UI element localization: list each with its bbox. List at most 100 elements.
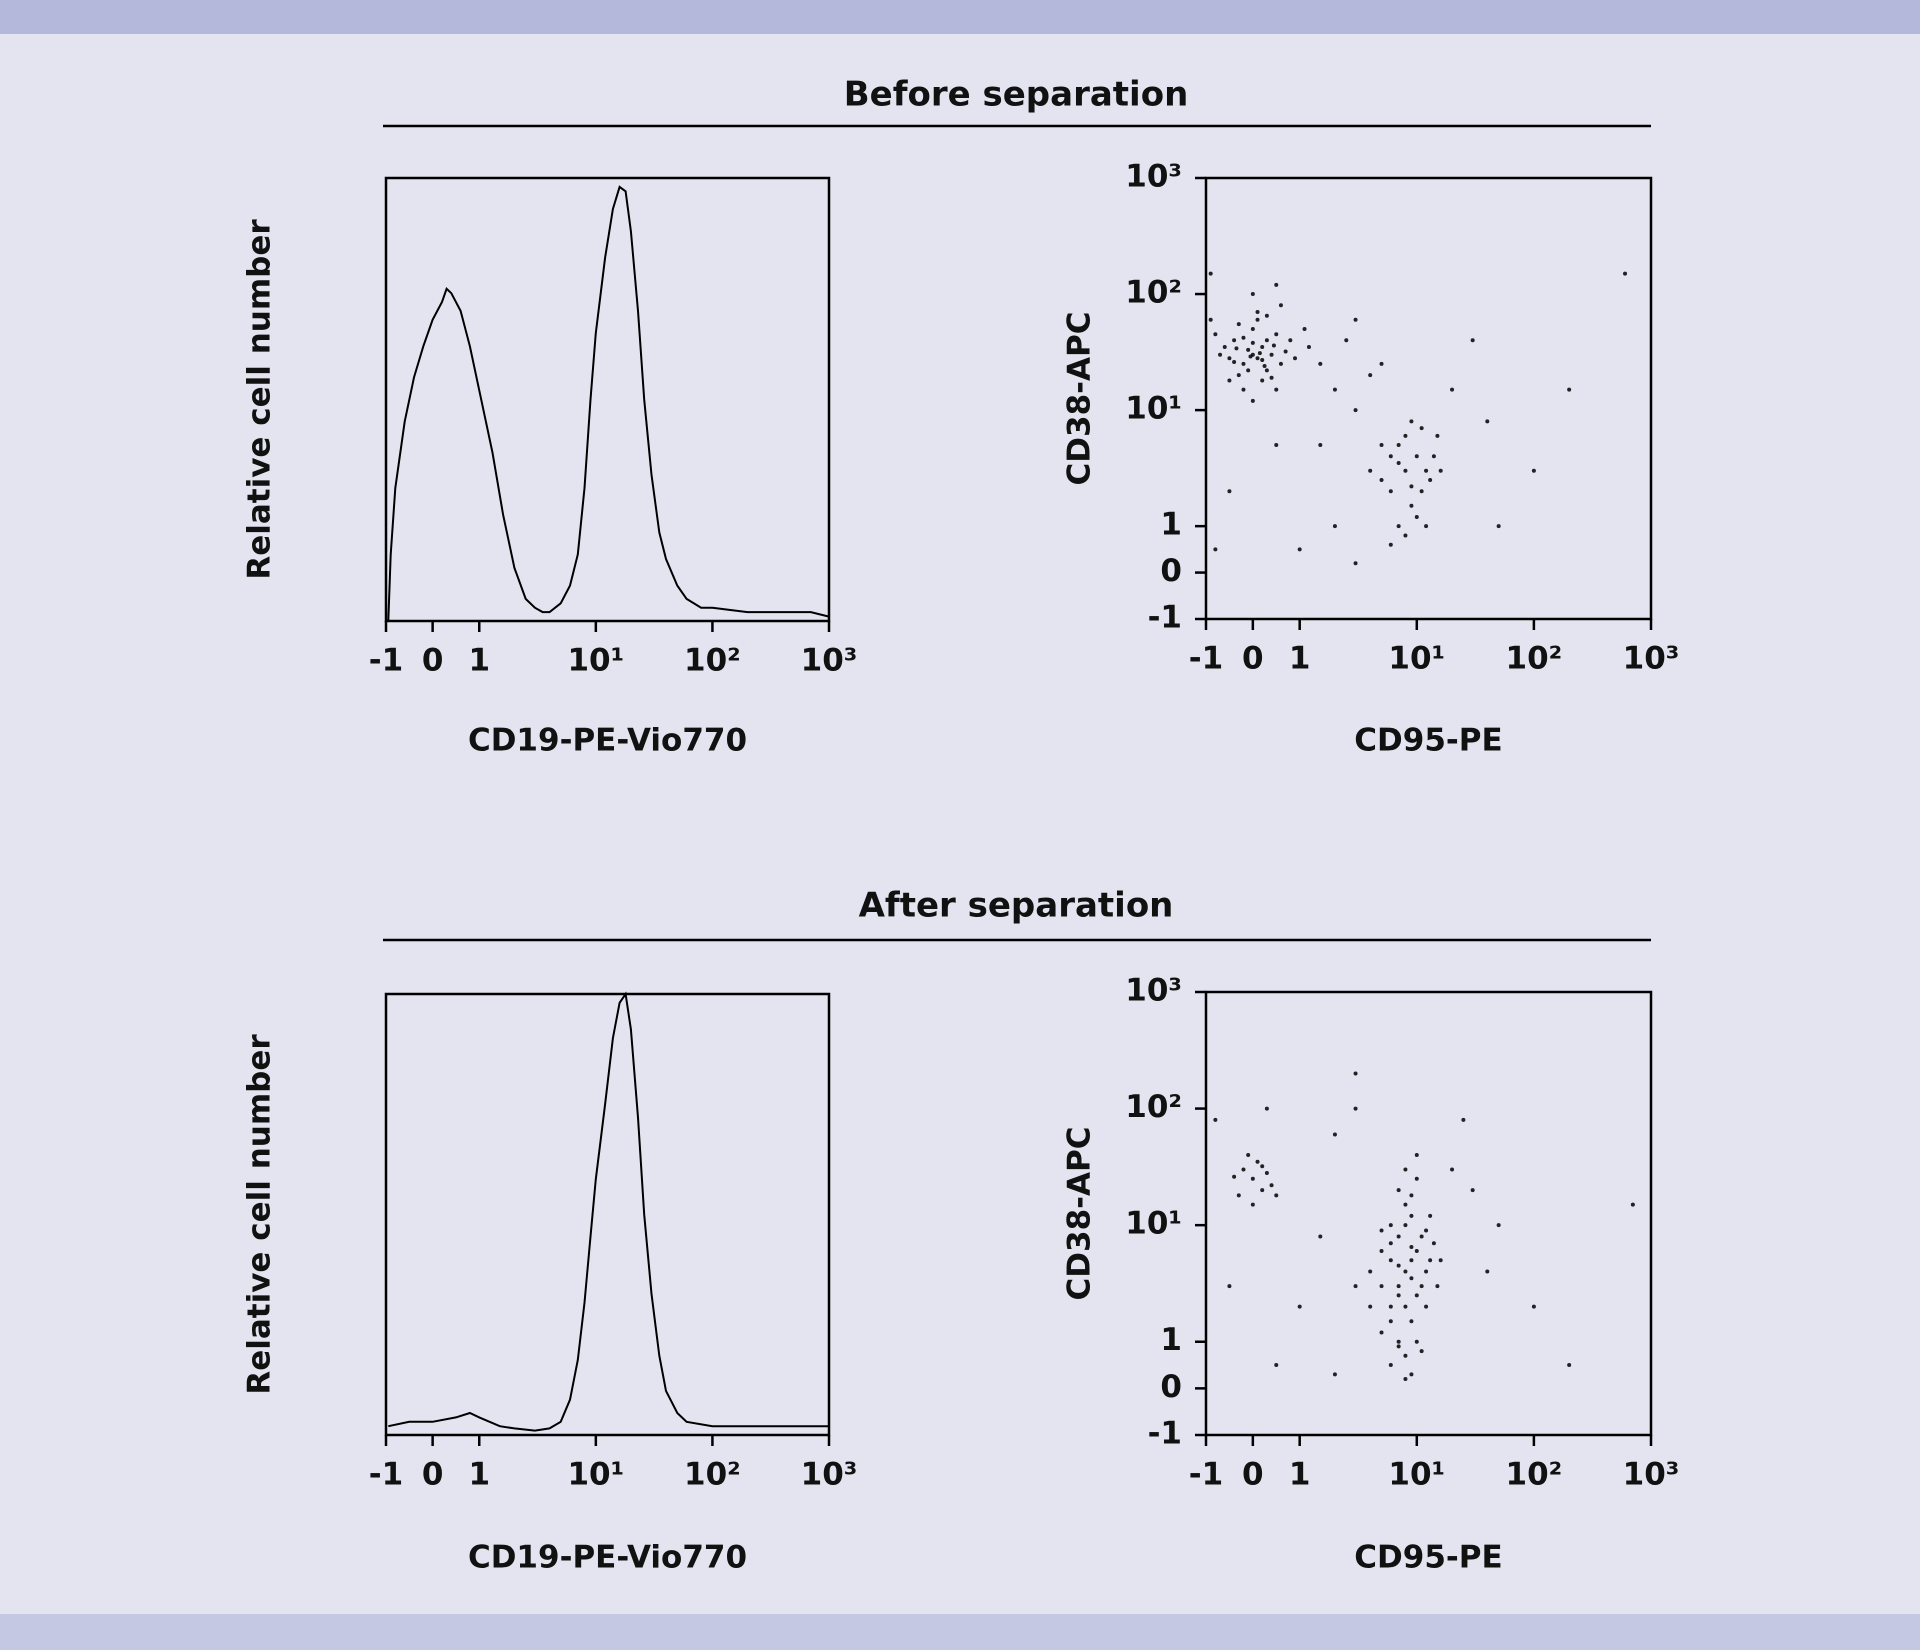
dot (1496, 1223, 1501, 1228)
dot (1424, 1228, 1429, 1233)
dot (1396, 1339, 1401, 1344)
y-tick-label: 0 (1160, 553, 1182, 589)
dot (1232, 359, 1237, 364)
dot (1255, 1159, 1260, 1164)
dot (1409, 484, 1414, 489)
y-tick-label: 1 (1160, 1322, 1182, 1358)
dot (1213, 547, 1218, 552)
dot (1264, 338, 1269, 343)
plot-frame (1204, 990, 1653, 1437)
dot (1403, 433, 1408, 438)
dot (1396, 443, 1401, 448)
y-tick-label: 10³ (1125, 973, 1182, 1009)
dot (1379, 477, 1384, 482)
dot (1368, 1269, 1373, 1274)
dot (1227, 489, 1232, 494)
dot (1246, 368, 1251, 373)
x-tick-label: 10¹ (1388, 1457, 1445, 1493)
dot (1450, 387, 1455, 392)
dot (1232, 1174, 1237, 1179)
dot (1250, 1176, 1255, 1181)
dot (1274, 1363, 1279, 1368)
dot (1396, 1284, 1401, 1289)
dot (1409, 419, 1414, 424)
dot (1431, 1241, 1436, 1246)
dot (1470, 338, 1475, 343)
dot (1318, 361, 1323, 366)
x-tick-label: 10³ (1623, 641, 1680, 677)
dot (1388, 489, 1393, 494)
dot (1435, 433, 1440, 438)
dot (1403, 1167, 1408, 1172)
dot (1297, 547, 1302, 552)
dot (1318, 1234, 1323, 1239)
x-axis-label: CD95-PE (1354, 723, 1502, 759)
dot (1388, 1319, 1393, 1324)
dot (1241, 1167, 1246, 1172)
dot (1424, 1304, 1429, 1309)
dot (1424, 468, 1429, 473)
dot (1260, 378, 1265, 383)
x-axis-label: CD19-PE-Vio770 (468, 723, 747, 759)
dot (1274, 332, 1279, 337)
dot (1353, 561, 1358, 566)
dot (1250, 292, 1255, 297)
dot (1353, 1071, 1358, 1076)
dot (1218, 352, 1223, 357)
dot (1368, 373, 1373, 378)
dot (1409, 1244, 1414, 1249)
dot (1297, 1304, 1302, 1309)
dot (1260, 1188, 1265, 1193)
dot (1271, 343, 1276, 348)
dot (1396, 1344, 1401, 1349)
dot (1255, 317, 1260, 322)
dot (1461, 1117, 1466, 1122)
dot (1396, 524, 1401, 529)
plot-frame (384, 992, 831, 1437)
dot (1236, 1193, 1241, 1198)
dot (1388, 1223, 1393, 1228)
dot (1409, 1258, 1414, 1263)
y-tick-label: 10¹ (1125, 1206, 1182, 1242)
dot (1496, 524, 1501, 529)
dot (1227, 356, 1232, 361)
dot (1630, 1202, 1635, 1207)
dot (1269, 352, 1274, 357)
dot (1379, 361, 1384, 366)
dot (1236, 322, 1241, 327)
y-axis-label: Relative cell number (242, 219, 278, 580)
dot (1438, 1258, 1443, 1263)
dot (1403, 1377, 1408, 1382)
dot (1419, 1284, 1424, 1289)
dot (1396, 461, 1401, 466)
dot (1260, 344, 1265, 349)
y-axis-label: CD38-APC (1062, 312, 1098, 486)
dot (1208, 271, 1213, 276)
x-tick-label: 0 (422, 643, 444, 679)
y-tick-label: 1 (1160, 507, 1182, 543)
dot (1396, 1234, 1401, 1239)
dot (1419, 1234, 1424, 1239)
x-tick-label: 0 (422, 1457, 444, 1493)
dot (1379, 1249, 1384, 1254)
dot (1414, 454, 1419, 459)
dot (1236, 373, 1241, 378)
dot (1288, 338, 1293, 343)
x-tick-label: 0 (1242, 641, 1264, 677)
dot (1403, 1304, 1408, 1309)
y-tick-label: 10² (1125, 1089, 1182, 1125)
dot (1409, 1213, 1414, 1218)
dot (1403, 468, 1408, 473)
dot (1353, 317, 1358, 322)
section-title: Before separation (844, 75, 1189, 115)
bottom-band (0, 1614, 1920, 1650)
dot (1379, 443, 1384, 448)
dot (1379, 1284, 1384, 1289)
dot (1353, 1284, 1358, 1289)
dot (1414, 1293, 1419, 1298)
dot (1260, 358, 1265, 363)
dot (1255, 310, 1260, 315)
dot (1409, 1193, 1414, 1198)
dot (1409, 503, 1414, 508)
